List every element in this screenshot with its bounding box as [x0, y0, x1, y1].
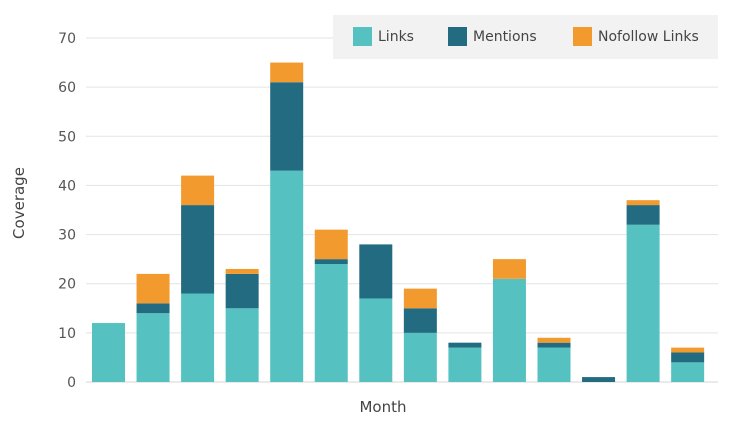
legend-swatch — [353, 27, 372, 46]
bar-mentions — [537, 342, 571, 348]
bar-mentions — [136, 303, 170, 314]
legend-label: Links — [378, 29, 414, 45]
legend-background — [333, 15, 718, 59]
bar-nofollow-links — [181, 175, 215, 206]
legend: Links Mentions Nofollow Links — [333, 15, 718, 59]
bar-nofollow-links — [626, 200, 660, 206]
bar-nofollow-links — [492, 259, 526, 279]
bar-mentions — [314, 259, 348, 265]
y-tick-label: 20 — [58, 277, 76, 293]
bar-links — [225, 308, 259, 382]
bar-nofollow-links — [225, 268, 259, 274]
bar-mentions — [359, 244, 393, 299]
bar-links — [181, 293, 215, 382]
y-axis-title: Coverage — [10, 167, 28, 239]
bar-mentions — [270, 82, 304, 171]
bar-mentions — [626, 205, 660, 225]
bar-nofollow-links — [270, 62, 304, 83]
bar-nofollow-links — [136, 273, 170, 304]
bar-mentions — [582, 377, 616, 382]
bar-nofollow-links — [403, 288, 437, 309]
bar-nofollow-links — [314, 229, 348, 260]
bar-mentions — [181, 205, 215, 294]
y-tick-label: 10 — [58, 326, 76, 342]
legend-label: Nofollow Links — [598, 29, 699, 45]
legend-swatch — [573, 27, 592, 46]
x-axis-title: Month — [359, 398, 406, 416]
y-axis-ticks: 0 10 20 30 40 50 60 70 — [58, 31, 76, 391]
bar-links — [359, 298, 393, 382]
legend-swatch — [448, 27, 467, 46]
y-tick-label: 60 — [58, 80, 76, 96]
y-tick-label: 0 — [67, 375, 76, 391]
bar-nofollow-links — [537, 337, 571, 343]
bar-links — [92, 323, 125, 382]
legend-label: Mentions — [473, 29, 537, 45]
bar-links — [626, 224, 660, 382]
y-tick-label: 30 — [58, 228, 76, 244]
bar-links — [537, 347, 571, 382]
y-tick-label: 70 — [58, 31, 76, 47]
bar-links — [314, 264, 348, 382]
y-tick-label: 50 — [58, 129, 76, 145]
bar-mentions — [403, 308, 437, 333]
bar-links — [403, 332, 437, 382]
bar-links — [270, 170, 304, 382]
bar-mentions — [671, 352, 705, 363]
bar-links — [448, 347, 482, 382]
y-tick-label: 40 — [58, 178, 76, 194]
bar-links — [492, 278, 526, 382]
bar-links — [671, 362, 705, 382]
grid-lines — [86, 37, 718, 383]
bar-nofollow-links — [671, 347, 705, 353]
bar-mentions — [225, 273, 259, 309]
bars — [92, 62, 705, 382]
bar-links — [136, 313, 170, 382]
bar-mentions — [448, 342, 482, 348]
